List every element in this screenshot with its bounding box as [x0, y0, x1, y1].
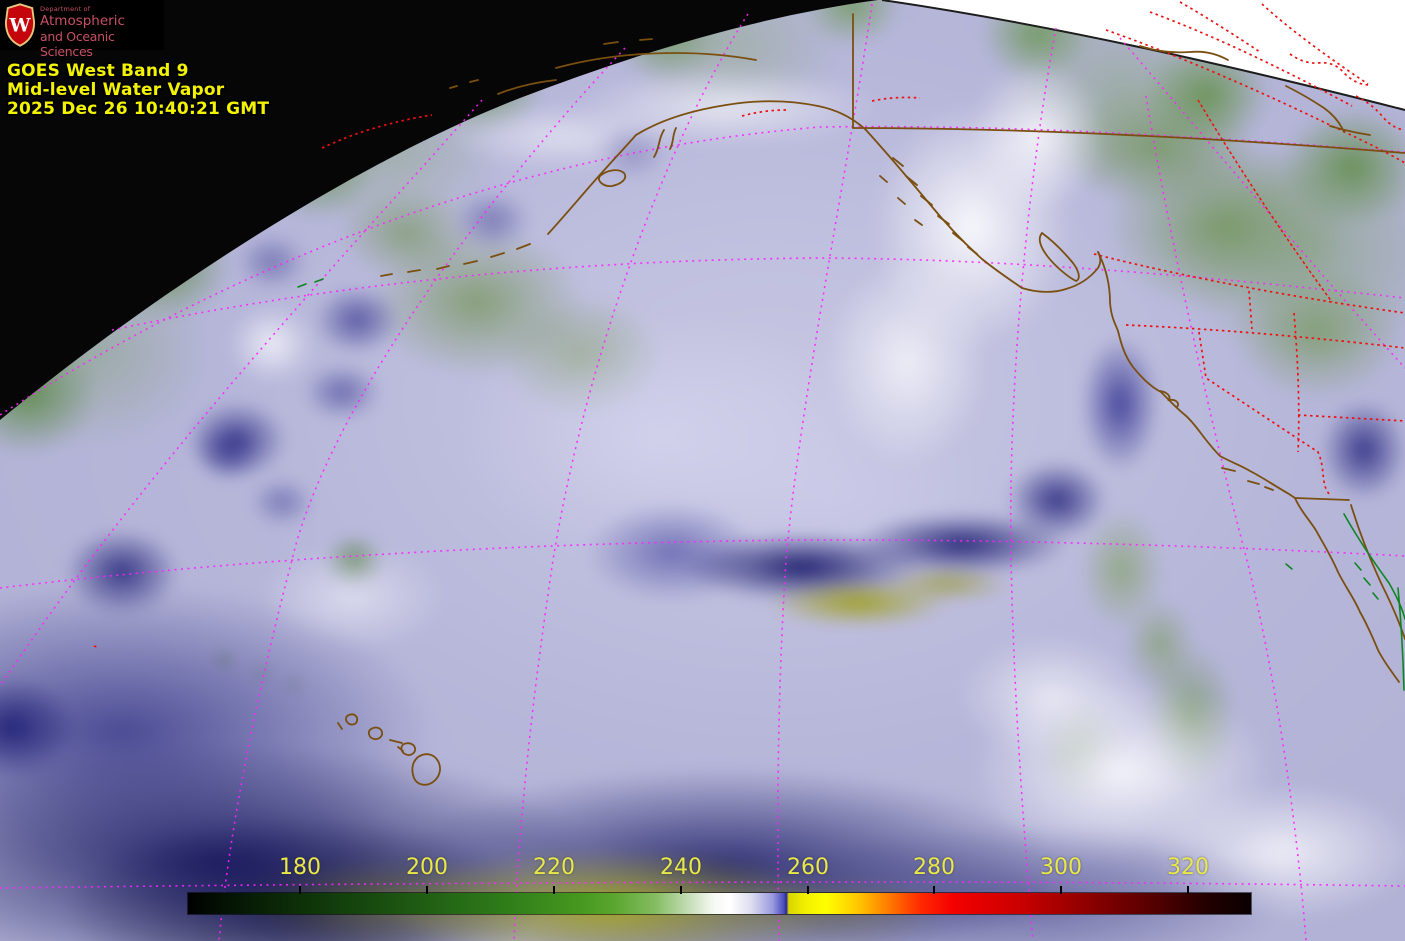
border-california-nevada [1198, 331, 1331, 496]
alexander-archipelago [879, 157, 978, 255]
border-us-mexico [1294, 497, 1350, 501]
border-beyond-limb-2 [1179, 1, 1261, 53]
colorbar-tick [553, 886, 555, 894]
colorbar-tick-label: 260 [787, 855, 829, 880]
title-satellite-band: GOES West Band 9 [7, 61, 189, 81]
colorbar-tick-label: 220 [533, 855, 575, 880]
latitude-line [111, 257, 1405, 331]
aleutian-islands [380, 243, 531, 277]
coastline-gulf-california [1343, 513, 1405, 620]
border-bc-alberta [1197, 99, 1333, 303]
kodiak-island [598, 169, 627, 187]
colorbar-tick [1187, 886, 1189, 894]
border-alaska-limb-3 [741, 109, 787, 117]
longitude-line [218, 47, 626, 941]
image-titles: GOES West Band 9 Mid-level Water Vapor 2… [7, 62, 269, 119]
space-right [882, 0, 1405, 110]
canada-rivers [1139, 45, 1371, 136]
temperature-colorbar [187, 892, 1252, 915]
colorbar-tick-label: 280 [913, 855, 955, 880]
coastline-alaska-panhandle [865, 129, 1023, 289]
colorbar-tick [807, 886, 809, 894]
graticule [0, 3, 1405, 941]
colorbar-tick-label: 200 [406, 855, 448, 880]
hawaiian-islands [337, 713, 441, 786]
coastline-mexico-mainland [1397, 587, 1405, 691]
crest-letter: W [8, 15, 31, 37]
colorbar-tick [680, 886, 682, 894]
latitude-line [0, 881, 1405, 889]
cook-inlet [653, 127, 677, 158]
coastline-baja-east [1350, 504, 1405, 640]
border-canada-north-2 [1149, 11, 1353, 107]
coastline-alaska-peninsula [547, 134, 637, 235]
longitude-line [513, 13, 749, 941]
longitude-line [1119, 37, 1405, 369]
channel-islands [1221, 467, 1274, 491]
gulf-islands [1285, 562, 1379, 600]
colorbar-tick [933, 886, 935, 894]
longitude-line [777, 3, 873, 941]
colorbar-tick [299, 886, 301, 894]
border-california-oregon [1125, 324, 1405, 349]
colorbar-tick-label: 300 [1040, 855, 1082, 880]
coastline-us-west [1097, 251, 1296, 499]
border-alaska-limb-2 [871, 96, 921, 102]
border-nevada-utah [1293, 312, 1300, 453]
colorbar-tick-label: 320 [1167, 855, 1209, 880]
vancouver-island [1038, 231, 1080, 282]
colorbar-tick-label: 240 [660, 855, 702, 880]
red-speck [93, 645, 98, 648]
colorbar-tick-label: 180 [279, 855, 321, 880]
coastlines-green [297, 278, 1405, 691]
border-beyond-limb-1 [1261, 3, 1369, 85]
green-islets-aleutian [297, 278, 324, 288]
coastline-baja-west [1294, 497, 1400, 683]
title-timestamp: 2025 Dec 26 10:40:21 GMT [7, 99, 270, 119]
border-idaho [1248, 290, 1253, 330]
logo-dept-line1: Atmospheric [40, 13, 125, 29]
longitude-line [1009, 27, 1057, 941]
logo-dept-prefix: Department of [40, 5, 91, 13]
colorbar-tick [1060, 886, 1062, 894]
longitude-line [0, 99, 483, 687]
logo-dept-line2: and Oceanic Sciences [40, 29, 115, 59]
san-francisco-bay [1159, 390, 1179, 408]
border-us-canada [1093, 253, 1405, 314]
title-product: Mid-level Water Vapor [7, 80, 225, 100]
coastline-alaska-west [449, 79, 557, 95]
latitude-line [0, 539, 1405, 589]
coastlines [337, 13, 1405, 786]
border-60n [852, 127, 1405, 154]
coastline-alaska-gulf [635, 100, 867, 136]
longitude-line [1145, 95, 1307, 941]
coastline-bc [1021, 251, 1102, 293]
space-left [0, 0, 878, 420]
coastline-alaska-north [555, 38, 757, 69]
uw-aos-logo: W Department of Atmospheric and Oceanic … [0, 0, 164, 59]
colorbar-tick [426, 886, 428, 894]
uw-crest-icon: W [4, 3, 36, 47]
border-utah-arizona [1297, 414, 1405, 422]
